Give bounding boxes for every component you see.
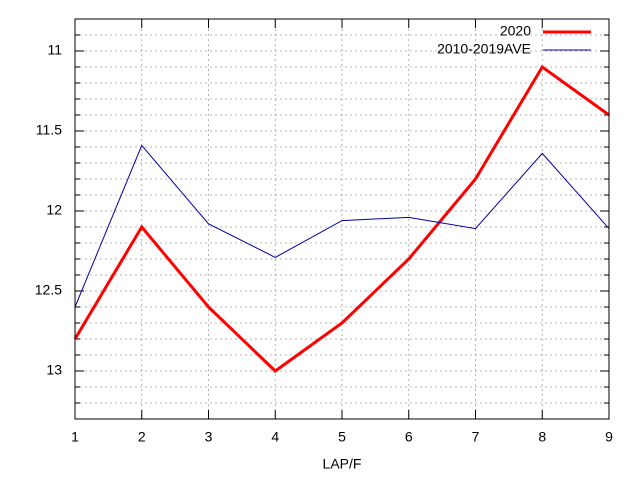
- x-axis-label: LAP/F: [323, 456, 362, 472]
- legend-label: 2010-2019AVE: [437, 41, 531, 57]
- x-tick-label: 4: [271, 429, 279, 445]
- x-tick-label: 6: [405, 429, 413, 445]
- y-tick-label: 13: [46, 362, 62, 378]
- x-tick-label: 1: [71, 429, 79, 445]
- x-tick-label: 7: [472, 429, 480, 445]
- y-tick-label: 11.5: [36, 122, 62, 138]
- plot-frame: [74, 18, 610, 420]
- data-line: [73, 64, 610, 373]
- x-tick-label: 5: [338, 429, 346, 445]
- x-tick-label: 2: [138, 429, 146, 445]
- y-tick-label: 11: [47, 42, 62, 58]
- legend-label: 2020: [500, 23, 531, 39]
- x-tick-label: 3: [205, 429, 213, 445]
- x-tick-label: 8: [538, 429, 546, 445]
- data-line: [74, 144, 610, 308]
- y-tick-label: 12: [46, 202, 62, 218]
- x-tick-label: 9: [605, 429, 613, 445]
- y-tick-label: 12.5: [35, 282, 62, 298]
